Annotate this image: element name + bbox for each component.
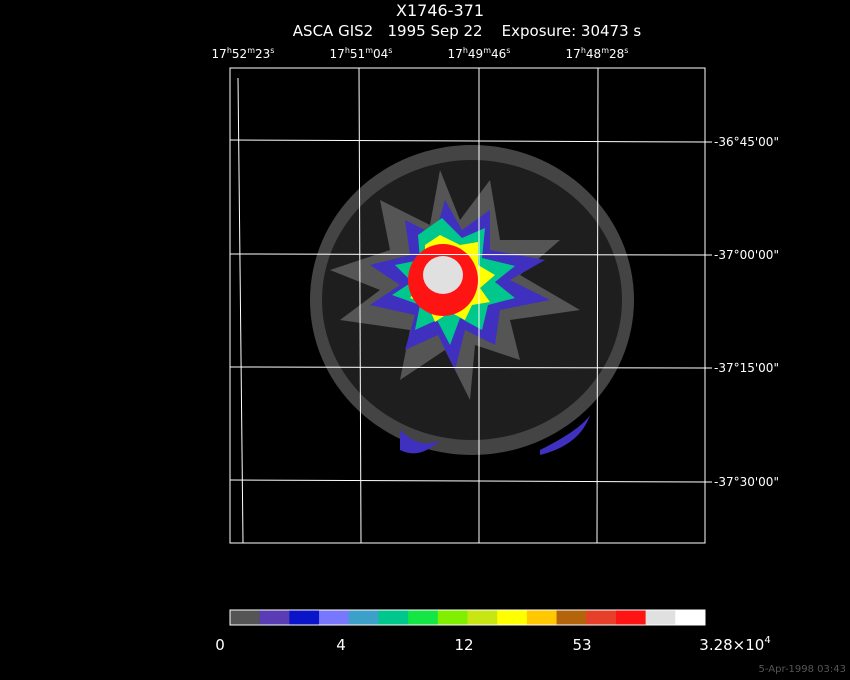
ra-labels: 17h52m23s 17h51m04s 17h49m46s 17h48m28s — [212, 46, 629, 61]
dec-label: -36°45'00" — [714, 135, 779, 149]
ra-unit: m — [247, 46, 255, 55]
grid-line — [358, 67, 362, 544]
colorbar-swatch — [645, 610, 676, 625]
colorbar-swatch — [586, 610, 617, 625]
ra-number: 52 — [232, 47, 247, 61]
dec-labels: -36°45'00" -37°00'00" -37°15'00" -37°30'00" — [705, 135, 779, 489]
ra-unit: m — [601, 46, 609, 55]
grid-line — [229, 479, 706, 483]
ra-number: 23 — [255, 47, 270, 61]
colorbar-swatch — [615, 610, 647, 625]
colorbar-frame — [229, 609, 706, 626]
ra-number: 17 — [448, 47, 463, 61]
ra-number: 17 — [212, 47, 227, 61]
colorbar-label: 53 — [572, 636, 591, 654]
ra-unit: s — [388, 46, 392, 55]
colorbar-swatch — [408, 610, 439, 625]
ra-label: 17h48m28s — [566, 46, 629, 61]
title: X1746-371 — [396, 1, 484, 20]
image-frame — [229, 67, 706, 544]
grid-line — [229, 253, 706, 256]
dec-label: -37°15'00" — [714, 361, 779, 375]
colorbar-swatch — [348, 610, 379, 625]
blue-patch — [540, 415, 590, 455]
colorbar-swatch — [319, 610, 350, 625]
subtitle: ASCA GIS2 1995 Sep 22 Exposure: 30473 s — [293, 22, 642, 40]
ra-unit: s — [506, 46, 510, 55]
colorbar-swatch — [230, 610, 261, 625]
white-core — [423, 256, 463, 294]
grid-line — [229, 366, 706, 369]
colorbar-swatch — [289, 610, 320, 625]
colorbar-label: 12 — [454, 636, 473, 654]
image — [229, 67, 706, 544]
ra-unit: h — [227, 46, 232, 55]
ra-number: 28 — [609, 47, 624, 61]
colorbar-label: 0 — [215, 636, 225, 654]
footer: 5-Apr-1998 03:43 — [759, 664, 846, 675]
ra-unit: h — [463, 46, 468, 55]
ra-label: 17h52m23s — [212, 46, 275, 61]
ra-number: 17 — [566, 47, 581, 61]
ra-number: 04 — [373, 47, 388, 61]
ra-unit: m — [483, 46, 491, 55]
colorbar: 0 4 12 53 3.28×104 — [215, 609, 771, 654]
ra-label: 17h49m46s — [448, 46, 511, 61]
colorbar-exponent: 4 — [764, 635, 770, 646]
grid-line — [596, 67, 599, 544]
ra-unit: m — [365, 46, 373, 55]
ra-unit: h — [345, 46, 350, 55]
colorbar-label: 3.28×104 — [699, 635, 770, 654]
dec-label: -37°30'00" — [714, 475, 779, 489]
dec-label: -37°00'00" — [714, 248, 779, 262]
colorbar-label: 4 — [336, 636, 346, 654]
colorbar-swatch — [437, 610, 468, 625]
grid-line — [229, 139, 706, 143]
ra-number: 51 — [350, 47, 365, 61]
colorbar-swatch — [675, 610, 706, 625]
ra-number: 46 — [491, 47, 506, 61]
colorbar-swatch — [378, 610, 409, 625]
ra-number: 49 — [468, 47, 483, 61]
ra-label: 17h51m04s — [330, 46, 393, 61]
grid-line — [237, 77, 244, 544]
ra-unit: s — [624, 46, 628, 55]
colorbar-swatch — [259, 610, 290, 625]
colorbar-swatch — [467, 610, 498, 625]
colorbar-swatch — [497, 610, 528, 625]
colorbar-mantissa: 3.28×10 — [699, 636, 764, 654]
ra-number: 17 — [330, 47, 345, 61]
ra-number: 48 — [586, 47, 601, 61]
ra-unit: h — [581, 46, 586, 55]
colorbar-swatch — [526, 610, 558, 625]
blue-patch — [400, 430, 440, 454]
colorbar-swatch — [556, 610, 587, 625]
ra-unit: s — [270, 46, 274, 55]
